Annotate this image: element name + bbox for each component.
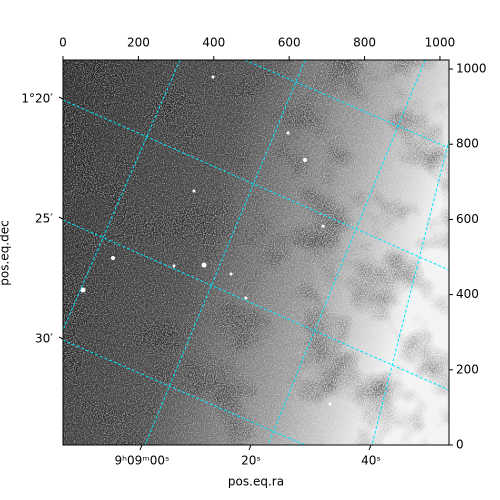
y-tick-label: 600 bbox=[456, 212, 479, 226]
x-tick-label: 800 bbox=[353, 36, 376, 50]
x-tick-label: 0 bbox=[59, 36, 67, 50]
dec-tick-label: 25′ bbox=[35, 212, 53, 226]
ra-tick-label: 40ˢ bbox=[361, 454, 381, 468]
x-tick-label: 1000 bbox=[425, 36, 456, 50]
x-axis-label: pos.eq.ra bbox=[228, 475, 284, 489]
frame bbox=[62, 59, 450, 446]
y-tick-label: 200 bbox=[456, 362, 479, 376]
dec-tick bbox=[58, 216, 64, 220]
y-tick-label: 1000 bbox=[456, 62, 487, 76]
y-axis-label: pos.eq.dec bbox=[0, 220, 12, 285]
x-tick-label: 600 bbox=[278, 36, 301, 50]
dec-tick-label: 1°20′ bbox=[21, 92, 53, 106]
y-tick-label: 400 bbox=[456, 287, 479, 301]
y-tick-label: 800 bbox=[456, 137, 479, 151]
dec-tick bbox=[58, 336, 64, 340]
ra-tick bbox=[248, 444, 252, 451]
dec-tick-label: 30′ bbox=[35, 332, 53, 346]
sky-image bbox=[63, 60, 449, 445]
dec-tick bbox=[58, 96, 64, 100]
ra-tick bbox=[368, 444, 372, 451]
ra-tick-label: 20ˢ bbox=[241, 454, 261, 468]
x-tick-label: 400 bbox=[202, 36, 225, 50]
x-tick-label: 200 bbox=[127, 36, 150, 50]
y-tick-label: 0 bbox=[456, 438, 464, 452]
coordinate-grid bbox=[63, 60, 449, 445]
ra-tick bbox=[139, 444, 143, 451]
ra-tick-label: 9ʰ09ᵐ00ˢ bbox=[115, 454, 170, 468]
